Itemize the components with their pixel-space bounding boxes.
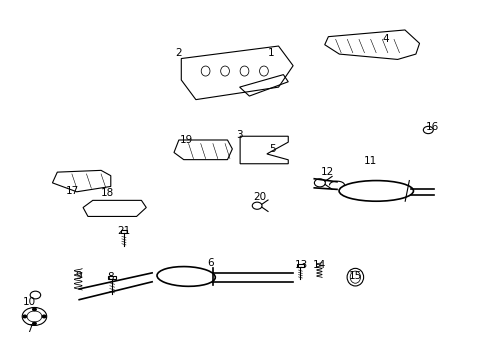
- Text: 6: 6: [207, 258, 213, 268]
- Bar: [108, 276, 116, 279]
- Text: 19: 19: [179, 135, 192, 145]
- Circle shape: [42, 315, 46, 318]
- Text: 8: 8: [107, 272, 114, 282]
- Text: 18: 18: [101, 188, 114, 198]
- Text: 12: 12: [320, 167, 333, 177]
- Text: 15: 15: [348, 271, 361, 281]
- Text: 4: 4: [382, 34, 388, 44]
- Text: 14: 14: [313, 260, 326, 270]
- Text: 11: 11: [363, 157, 376, 166]
- Bar: [121, 230, 127, 233]
- Text: 5: 5: [269, 144, 275, 154]
- Text: 3: 3: [236, 130, 243, 140]
- Bar: [297, 264, 303, 267]
- Text: 9: 9: [76, 271, 82, 281]
- Text: 1: 1: [267, 48, 274, 58]
- Circle shape: [33, 322, 36, 325]
- Text: 16: 16: [425, 122, 438, 132]
- Text: 21: 21: [117, 226, 130, 236]
- Text: 20: 20: [253, 192, 266, 202]
- Text: 7: 7: [26, 324, 33, 334]
- Circle shape: [23, 315, 26, 318]
- Text: 13: 13: [295, 260, 308, 270]
- Text: 17: 17: [66, 186, 80, 196]
- Text: 2: 2: [175, 48, 182, 58]
- Circle shape: [33, 308, 36, 311]
- Text: 10: 10: [23, 297, 36, 307]
